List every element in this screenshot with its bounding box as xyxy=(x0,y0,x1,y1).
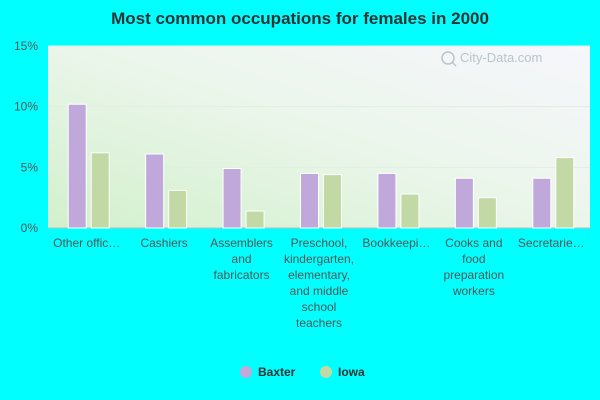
y-tick-label: 5% xyxy=(21,160,39,174)
legend: Baxter Iowa xyxy=(240,365,365,379)
y-tick-label: 0% xyxy=(21,221,39,235)
x-tick-label: Secretarie… xyxy=(518,236,585,250)
legend-swatch xyxy=(320,366,332,378)
x-tick-label: Cooks and food preparation workers xyxy=(443,236,504,298)
watermark-search-icon xyxy=(441,51,455,65)
bars xyxy=(67,103,575,229)
grid-lines xyxy=(48,45,590,229)
watermark-search-icon-handle xyxy=(451,61,457,67)
bar-baxter-2 xyxy=(222,168,242,229)
bar-iowa-6 xyxy=(555,157,575,229)
bar-iowa-2 xyxy=(245,210,265,229)
watermark-text: City-Data.com xyxy=(460,50,542,65)
bar-iowa-3 xyxy=(323,174,342,229)
x-axis: Other offic… Cashiers Assemblers and fabrica… xyxy=(53,236,584,330)
x-tick-label: Other offic… xyxy=(53,236,120,250)
bar-iowa-5 xyxy=(477,197,497,229)
y-tick-label: 15% xyxy=(14,39,38,53)
bar-baxter-6 xyxy=(532,177,552,229)
legend-label: Baxter xyxy=(258,365,296,379)
legend-item-iowa: Iowa xyxy=(320,365,365,379)
x-tick-label: Preschool, kindergarten, elementary, and mi… xyxy=(284,236,354,330)
x-tick-label: Cashiers xyxy=(140,236,187,250)
x-tick-label: Bookkeepi… xyxy=(362,236,430,250)
watermark: City-Data.com xyxy=(441,50,542,67)
bar-iowa-4 xyxy=(400,193,420,229)
bar-baxter-1 xyxy=(145,153,165,229)
y-tick-label: 10% xyxy=(14,100,38,114)
legend-label: Iowa xyxy=(338,365,365,379)
bar-baxter-5 xyxy=(454,177,474,229)
bar-baxter-0 xyxy=(67,103,87,229)
legend-swatch xyxy=(240,366,252,378)
chart-title: Most common occupations for females in 2… xyxy=(111,9,489,28)
x-tick-label: Assemblers and fabricators xyxy=(210,236,273,282)
bar-baxter-4 xyxy=(377,172,397,229)
bar-iowa-1 xyxy=(168,189,188,229)
bar-baxter-3 xyxy=(300,172,319,229)
y-axis: 0% 5% 10% 15% xyxy=(14,39,38,235)
bar-iowa-0 xyxy=(90,152,110,229)
legend-item-baxter: Baxter xyxy=(240,365,296,379)
